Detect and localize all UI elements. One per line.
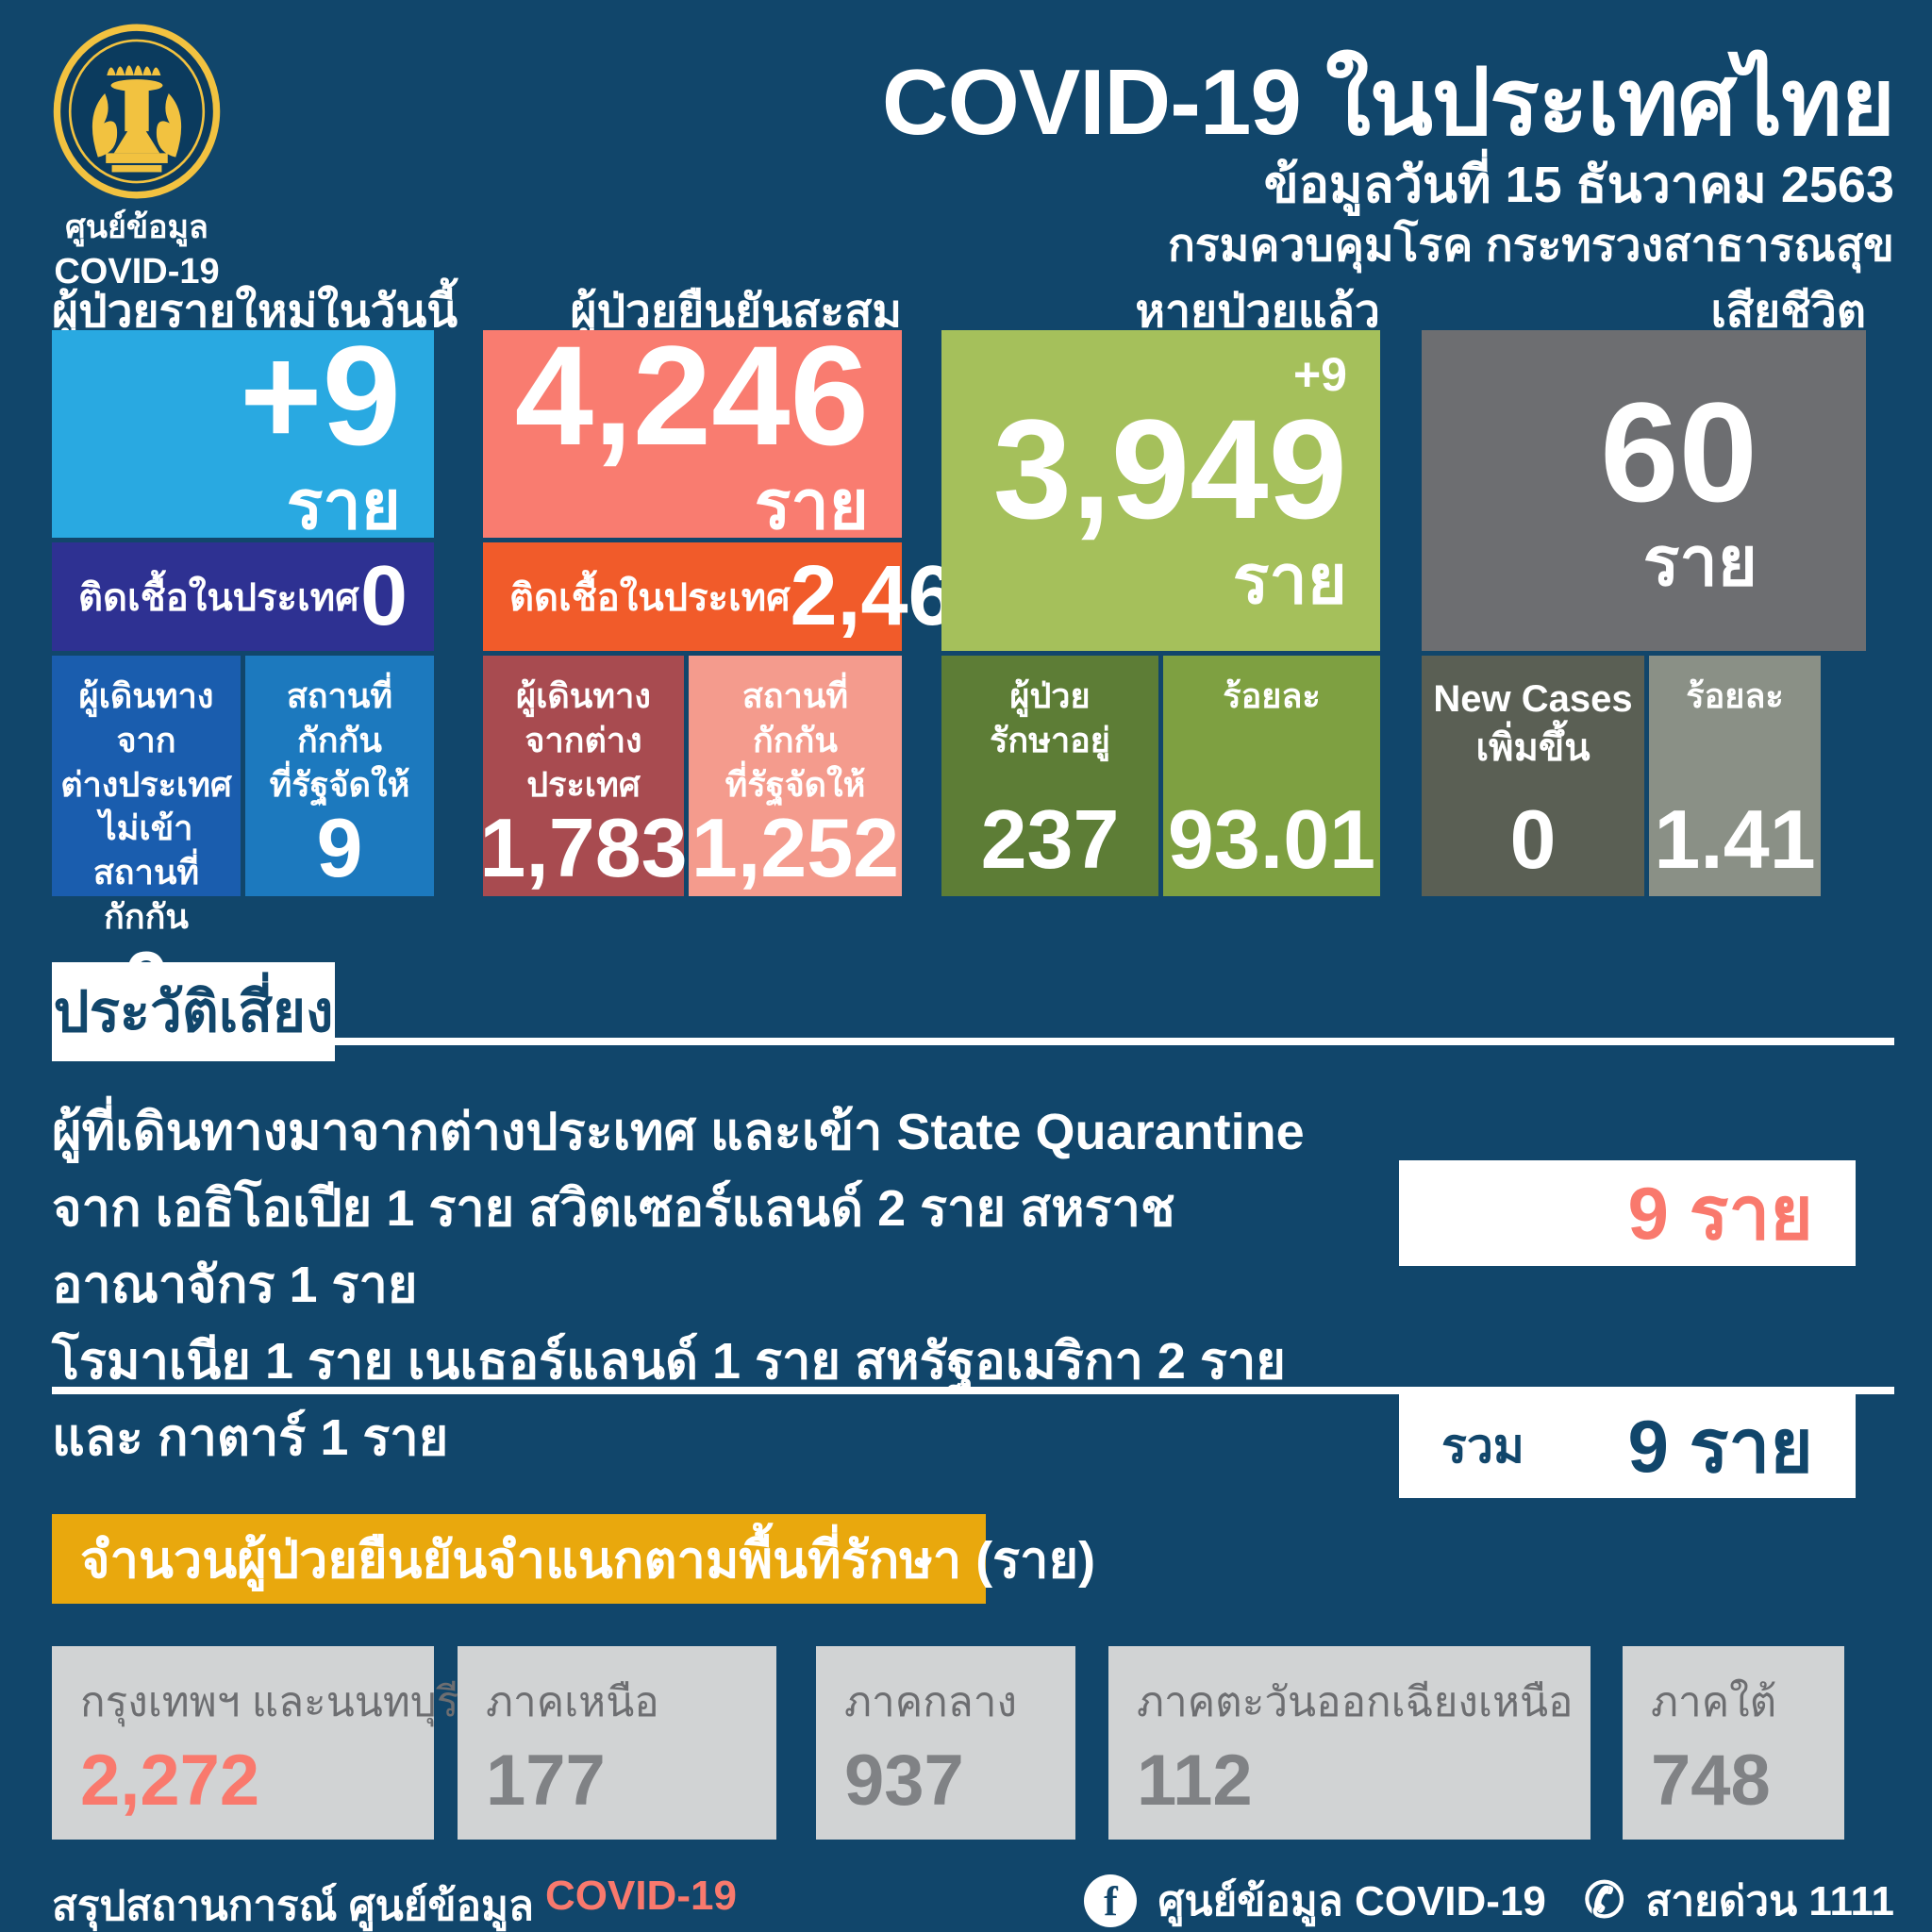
cumulative-domestic-label: ติดเชื้อในประเทศ (509, 576, 791, 619)
regions-banner: จำนวนผู้ป่วยยืนยันจำแนกตามพื้นที่รักษา (… (52, 1514, 1095, 1604)
new-cases-unit: ราย (286, 468, 401, 544)
agency-name: กรมควบคุมโรค กระทรวงสาธารณสุข (1167, 221, 1894, 271)
region-tile-north: ภาคเหนือ 177 (458, 1646, 776, 1840)
deaths-percent-tile: ร้อยละ 1.41 (1649, 656, 1821, 896)
footer-summary-text: สรุปสถานการณ์ ศูนย์ข้อมูล (52, 1883, 534, 1929)
recovered-unit: ราย (1232, 541, 1347, 618)
new-cases-card-header: ผู้ป่วยรายใหม่ในวันนี้ (52, 287, 458, 337)
domestic-infection-value: 0 (359, 549, 408, 643)
cumulative-unit: ราย (754, 468, 869, 544)
risk-history-title: ประวัติเสี่ยง (53, 980, 334, 1043)
cumulative-quarantine-value: 1,252 (691, 801, 900, 895)
risk-count-value: 9 ราย (1627, 1172, 1813, 1255)
new-cases-main-tile: +9 ราย (52, 315, 434, 544)
state-quarantine-label: สถานที่ กักกัน ที่รัฐจัดให้ (269, 676, 410, 804)
cumulative-travellers-tile: ผู้เดินทาง จากต่างประเทศ 1,783 (479, 656, 688, 896)
recovered-percent-label: ร้อยละ (1223, 676, 1321, 715)
risk-history-text: ผู้ที่เดินทางมาจากต่างประเทศ และเข้า Sta… (52, 1104, 1305, 1466)
new-cases-value: +9 (239, 315, 401, 475)
region-tile-central: ภาคกลาง 937 (816, 1646, 1075, 1840)
deaths-card-header: เสียชีวิต (1710, 287, 1866, 337)
deaths-new-cases-label: New Cases เพิ่มขึ้น (1433, 678, 1633, 769)
government-seal-icon (53, 24, 221, 199)
cumulative-state-quarantine-tile: สถานที่ กักกัน ที่รัฐจัดให้ 1,252 (689, 656, 902, 896)
region-tile-northeast: ภาคตะวันออกเฉียงเหนือ 112 (1108, 1646, 1591, 1840)
cumulative-travellers-label: ผู้เดินทาง จากต่างประเทศ (516, 676, 651, 804)
cumulative-main-tile: 4,246 ราย (483, 315, 902, 544)
region-label: กรุงเทพฯ และนนทบุรี (80, 1679, 459, 1725)
active-patients-label: ผู้ป่วย รักษาอยู่ (990, 676, 1110, 759)
risk-total-box: รวม 9 ราย (1399, 1394, 1856, 1498)
active-patients-value: 237 (980, 792, 1120, 886)
regions-banner-text: จำนวนผู้ป่วยยืนยันจำแนกตามพื้นที่รักษา (… (80, 1531, 1096, 1589)
region-label: ภาคใต้ (1651, 1679, 1777, 1725)
risk-count-badge: 9 ราย (1399, 1160, 1856, 1266)
deaths-percent-label: ร้อยละ (1686, 676, 1784, 715)
region-value: 937 (844, 1740, 964, 1821)
domestic-infection-label: ติดเชื้อในประเทศ (78, 576, 359, 619)
region-tile-south: ภาคใต้ 748 (1623, 1646, 1844, 1840)
risk-history-title-box: ประวัติเสี่ยง (52, 962, 335, 1061)
risk-total-value: 9 ราย (1627, 1405, 1813, 1488)
region-value: 748 (1651, 1740, 1771, 1821)
deaths-new-cases-tile: New Cases เพิ่มขึ้น 0 (1422, 656, 1644, 896)
phone-icon: ✆ (1583, 1874, 1625, 1928)
page-title: COVID-19 ในประเทศไทย (881, 50, 1895, 154)
cumulative-card-header: ผู้ป่วยยืนยันสะสม (570, 287, 902, 337)
facebook-icon: f (1084, 1874, 1138, 1927)
recovered-percent-value: 93.01 (1167, 792, 1376, 886)
risk-title-underline (335, 1038, 1894, 1045)
region-label: ภาคเหนือ (486, 1679, 659, 1725)
new-cases-state-quarantine-tile: สถานที่ กักกัน ที่รัฐจัดให้ 9 (245, 656, 434, 896)
risk-total-label: รวม (1441, 1419, 1524, 1473)
recovered-main-tile: +9 3,949 ราย (941, 330, 1380, 651)
state-quarantine-value: 9 (316, 801, 363, 895)
recovered-value: 3,949 (992, 390, 1347, 548)
footer-contacts: f ศูนย์ข้อมูล COVID-19 ✆ สายด่วน 1111 (1084, 1868, 1894, 1932)
deaths-value: 60 (1600, 372, 1757, 531)
hotline-label: สายด่วน 1111 (1645, 1878, 1894, 1924)
region-value: 2,272 (80, 1740, 260, 1821)
footer-summary-highlight: COVID-19 (544, 1873, 737, 1919)
agency-logo: ศูนย์ข้อมูล COVID-19 (28, 24, 245, 293)
new-cases-domestic-row: ติดเชื้อในประเทศ 0 (52, 542, 434, 651)
active-patients-tile: ผู้ป่วย รักษาอยู่ 237 (941, 656, 1158, 896)
region-label: ภาคตะวันออกเฉียงเหนือ (1137, 1679, 1574, 1725)
recovered-percent-tile: ร้อยละ 93.01 (1163, 656, 1380, 896)
recovered-delta: +9 (1292, 348, 1347, 401)
recovered-card-header: หายป่วยแล้ว (1135, 287, 1380, 337)
deaths-main-tile: 60 ราย (1422, 330, 1866, 651)
footer-summary: สรุปสถานการณ์ ศูนย์ข้อมูล COVID-19 (52, 1873, 737, 1932)
region-label: ภาคกลาง (844, 1679, 1017, 1725)
logo-caption-line1: ศูนย์ข้อมูล (65, 209, 208, 245)
deaths-percent-value: 1.41 (1654, 792, 1816, 886)
deaths-unit: ราย (1642, 525, 1757, 601)
cumulative-value: 4,246 (514, 315, 869, 475)
cumulative-domestic-row: ติดเชื้อในประเทศ 2,463 (483, 542, 1003, 651)
logo-caption-line2: COVID-19 (54, 252, 220, 292)
region-value: 177 (486, 1740, 606, 1821)
deaths-new-cases-value: 0 (1509, 792, 1557, 886)
travellers-no-quarantine-label: ผู้เดินทางจาก ต่างประเทศ ไม่เข้า สถานที่… (60, 676, 232, 936)
facebook-page-label: ศูนย์ข้อมูล COVID-19 (1158, 1878, 1546, 1924)
report-date: ข้อมูลวันที่ 15 ธันวาคม 2563 (1263, 157, 1894, 213)
cumulative-travellers-value: 1,783 (479, 801, 688, 895)
region-tile-bangkok: กรุงเทพฯ และนนทบุรี 2,272 (52, 1646, 459, 1840)
section-divider (52, 1387, 1894, 1394)
new-cases-travellers-tile: ผู้เดินทางจาก ต่างประเทศ ไม่เข้า สถานที่… (52, 656, 241, 1022)
cumulative-quarantine-label: สถานที่ กักกัน ที่รัฐจัดให้ (724, 676, 866, 804)
region-value: 112 (1137, 1740, 1253, 1821)
